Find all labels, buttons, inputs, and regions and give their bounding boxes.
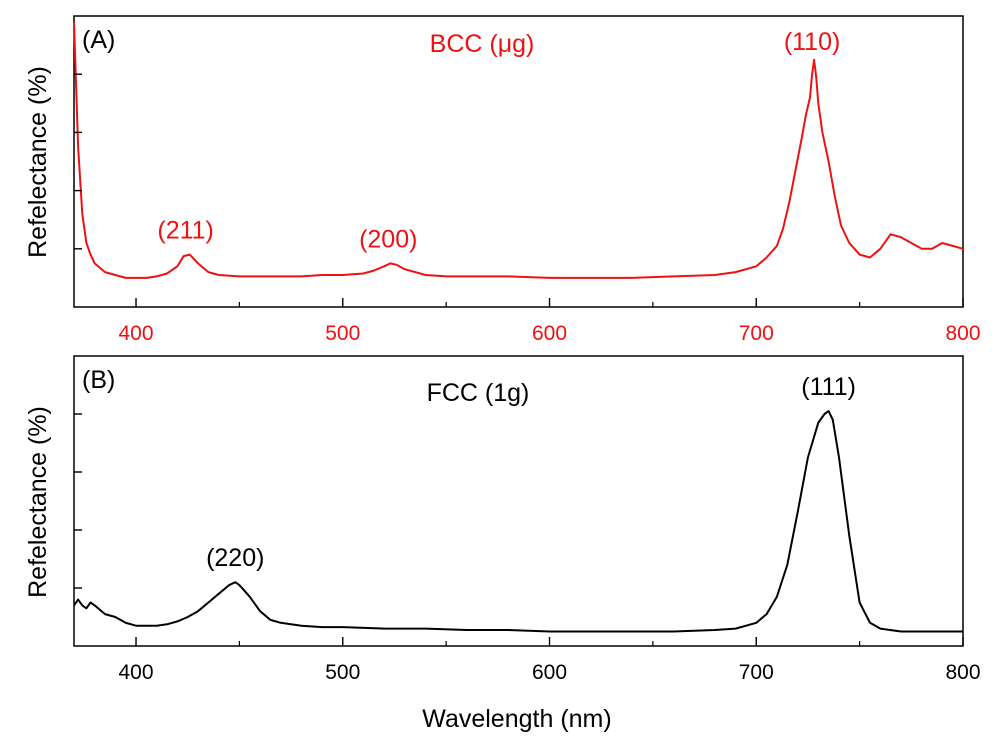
panel-b-x-tick-label: 500: [325, 661, 360, 684]
panel-a-peak-label: (110): [784, 28, 841, 56]
panel-b-series-line: [73, 410, 963, 633]
panel-a-series-group: [73, 21, 964, 279]
panel-b-peak-label: (220): [206, 544, 264, 572]
panel-a-x-tick-label: 500: [325, 322, 360, 345]
panel-a-ylabel: Refelectance (%): [24, 66, 52, 258]
panel-a-x-tick-label: 800: [945, 322, 980, 345]
panel-b-x-tick-label: 700: [739, 661, 774, 684]
panel-b-x-tick-label: 800: [945, 661, 980, 684]
panel-a-title: BCC (μg): [430, 30, 535, 58]
panel-a-ticks-group: 400 500 600 700 800: [74, 73, 981, 345]
panel-b-ticks-group: 400 500 600 700 800: [74, 413, 981, 684]
panel-b-x-tick-label: 400: [118, 661, 153, 684]
panel-a-peak-label: (211): [157, 217, 214, 245]
panel-b-peak-label: (111): [801, 373, 856, 401]
panel-a-x-tick-label: 600: [532, 322, 567, 345]
panel-b-title: FCC (1g): [427, 379, 530, 407]
panel-b: 400 500 600 700 800 (B) FCC (1g) Refelectanc…: [24, 355, 981, 684]
panel-a-frame: [73, 15, 964, 308]
panel-b-ylabel: Refelectance (%): [24, 406, 52, 598]
x-axis-title: Wavelength (nm): [422, 705, 611, 733]
panel-a-x-tick-label: 400: [118, 322, 153, 345]
panel-b-label: (B): [82, 366, 115, 394]
panel-a-x-tick-label: 700: [739, 322, 774, 345]
panel-b-series-group: [73, 410, 963, 633]
panel-a: 400 500 600 700 800 (A) BCC (μg) Refelectanc…: [24, 15, 981, 345]
panel-b-x-tick-label: 600: [532, 661, 567, 684]
panel-a-label: (A): [82, 26, 115, 54]
panel-a-series-line: [73, 21, 964, 279]
panel-b-frame: [73, 355, 964, 647]
panel-a-peak-label: (200): [359, 225, 417, 253]
panel-b-annotations-group: (220) (111): [206, 373, 856, 572]
panel-a-annotations-group: (211) (200) (110): [157, 28, 840, 253]
